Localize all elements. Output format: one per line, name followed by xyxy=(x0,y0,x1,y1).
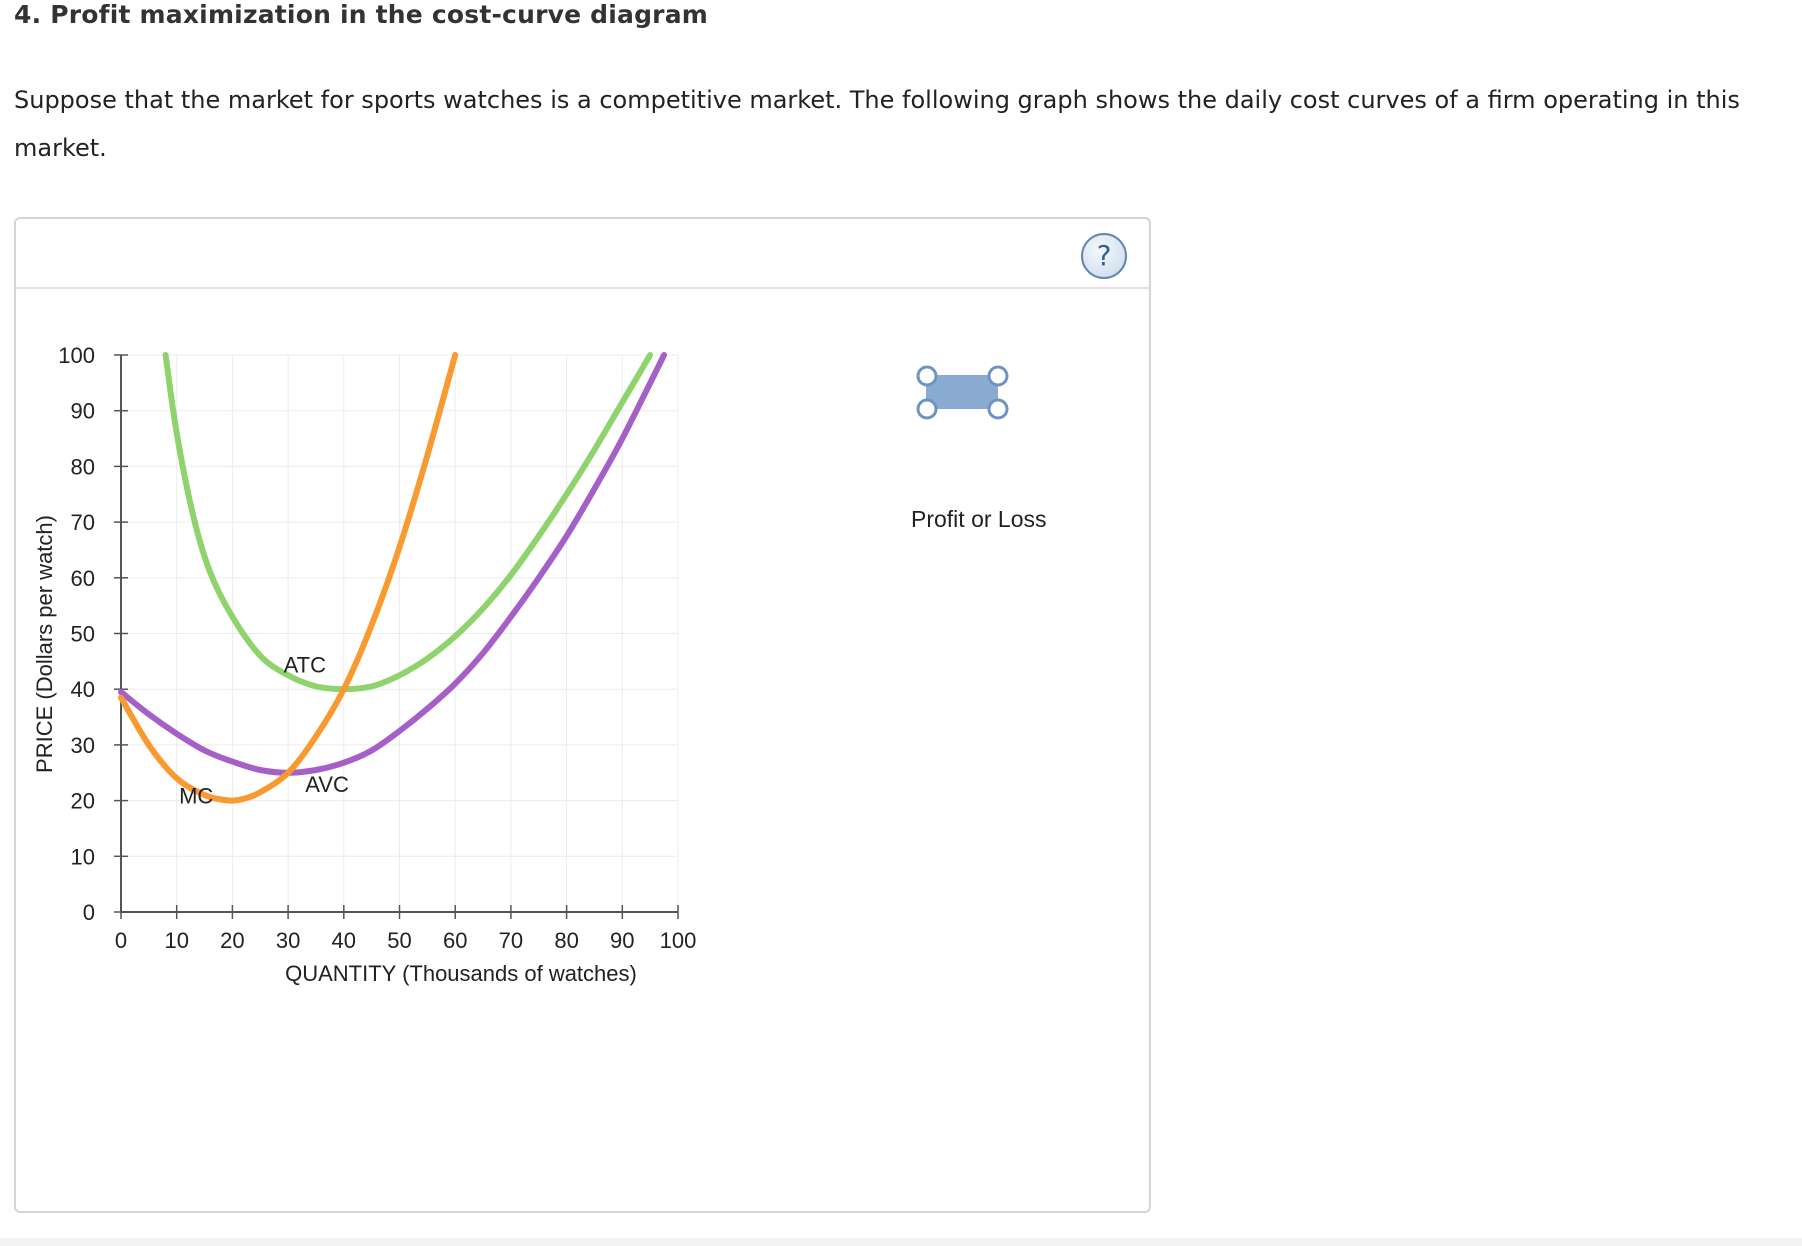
tool-handle-top-right[interactable] xyxy=(987,365,1009,387)
cost-curve-chart: 0 10 20 30 40 50 60 70 80 90 100 0 10 20 30 40 50 60 70 80 9… xyxy=(32,343,1009,986)
graph-panel: ? 0 10 20 30 40 50 60 70 80 90 100 0 10 20 30 40 50 60 70 8… xyxy=(14,217,1151,1213)
help-icon[interactable]: ? xyxy=(1081,233,1127,279)
tick-labels: 0 10 20 30 40 50 60 70 80 90 100 0 10 20 30 40 50 60 70 80 9… xyxy=(58,343,696,953)
y-tick-label: 60 xyxy=(71,566,95,591)
tool-handle-bottom-left[interactable] xyxy=(916,398,938,420)
y-tick-label: 100 xyxy=(58,343,95,368)
tool-handle-top-left[interactable] xyxy=(916,365,938,387)
page-title: 4. Profit maximization in the cost-curve… xyxy=(14,0,709,29)
curve-labels: ATC AVC MC xyxy=(179,652,349,808)
x-tick-label: 50 xyxy=(387,928,411,953)
profit-or-loss-tool-body[interactable] xyxy=(926,375,998,409)
curves xyxy=(118,352,668,804)
y-tick-label: 20 xyxy=(71,789,95,814)
axes xyxy=(114,354,679,919)
curve-label-avc: AVC xyxy=(305,772,349,797)
tool-handle-bottom-right[interactable] xyxy=(987,398,1009,420)
y-tick-label: 40 xyxy=(71,677,95,702)
profit-or-loss-label: Profit or Loss xyxy=(911,506,1047,532)
x-tick-label: 10 xyxy=(164,928,188,953)
footer-strip xyxy=(0,1238,1802,1246)
x-tick-label: 100 xyxy=(660,928,697,953)
y-tick-label: 50 xyxy=(71,622,95,647)
y-tick-label: 30 xyxy=(71,733,95,758)
x-tick-label: 20 xyxy=(220,928,244,953)
x-tick-label: 0 xyxy=(115,928,127,953)
curve-avc xyxy=(118,352,668,776)
x-axis-label: QUANTITY (Thousands of watches) xyxy=(285,961,637,986)
x-tick-label: 70 xyxy=(499,928,523,953)
y-tick-label: 80 xyxy=(71,454,95,479)
x-tick-label: 60 xyxy=(443,928,467,953)
curve-label-atc: ATC xyxy=(284,652,326,677)
grid-lines xyxy=(121,354,679,912)
intro-text: Suppose that the market for sports watch… xyxy=(14,86,1740,162)
x-tick-label: 90 xyxy=(610,928,634,953)
x-tick-label: 40 xyxy=(332,928,356,953)
y-tick-label: 90 xyxy=(71,399,95,424)
y-tick-label: 10 xyxy=(71,844,95,869)
curve-label-mc: MC xyxy=(179,783,213,808)
y-tick-label: 0 xyxy=(83,900,95,925)
curve-atc xyxy=(162,352,654,693)
y-axis-label: PRICE (Dollars per watch) xyxy=(32,515,57,773)
curve-mc xyxy=(118,352,459,804)
x-tick-label: 30 xyxy=(276,928,300,953)
profit-or-loss-tool[interactable] xyxy=(916,365,1009,420)
x-tick-label: 80 xyxy=(554,928,578,953)
y-tick-label: 70 xyxy=(71,510,95,535)
panel-header: ? xyxy=(16,219,1149,289)
